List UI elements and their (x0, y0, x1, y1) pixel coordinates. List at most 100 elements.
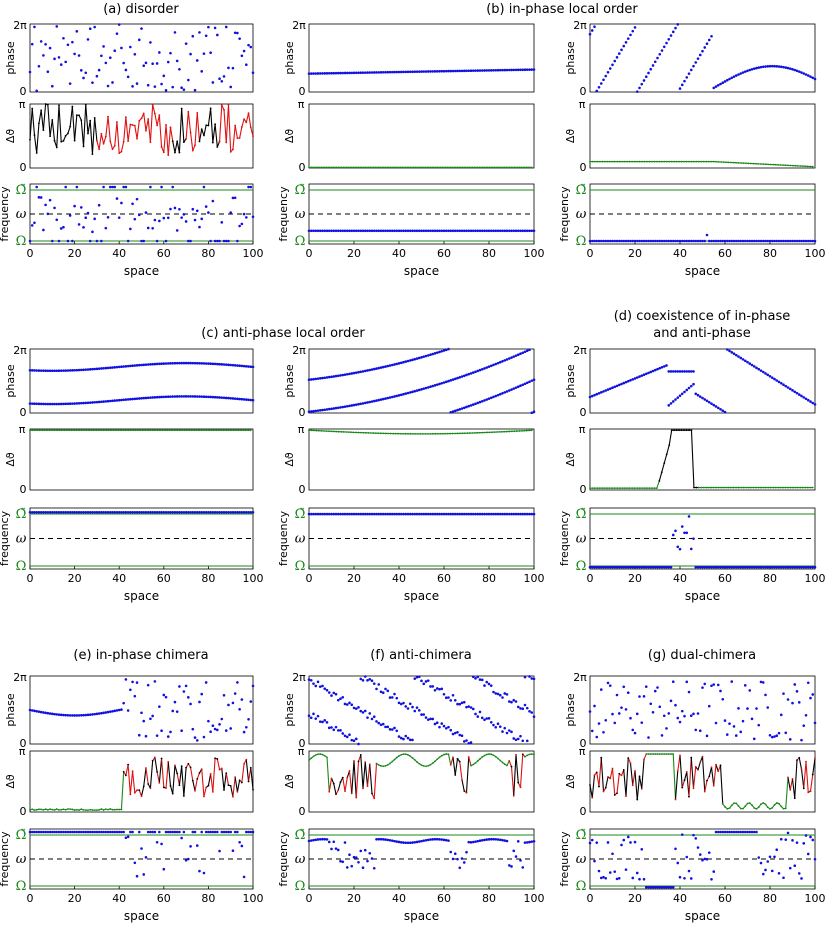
frequency-point (734, 239, 738, 243)
dtheta-line (158, 115, 163, 147)
freq-label: frequency (277, 831, 290, 887)
dtheta-line (328, 778, 333, 792)
dtheta-line-point (120, 808, 123, 811)
phase-point (348, 701, 351, 705)
phase-point (417, 388, 421, 392)
phase-point (510, 68, 513, 72)
dtheta-line (247, 767, 252, 782)
frequency-point (307, 512, 311, 516)
dtheta-line-point (245, 758, 248, 761)
phase-point (379, 366, 383, 369)
phase-point (384, 397, 387, 400)
dtheta-line-point (244, 429, 247, 432)
frequency-point (705, 857, 709, 861)
dtheta-line-point (352, 166, 355, 169)
panel-title-e: (e) in-phase chimera (73, 648, 208, 663)
frequency-point (180, 216, 183, 219)
dtheta-line-point (80, 429, 83, 432)
dtheta-line-point (434, 432, 437, 435)
phase-point (189, 361, 192, 365)
frequency-point (768, 855, 772, 859)
phase-point (406, 391, 410, 395)
dtheta-line-point (692, 787, 695, 790)
frequency-point (411, 229, 414, 233)
dtheta-line-point (449, 166, 451, 169)
phase-point (635, 90, 639, 93)
phase-point (420, 679, 423, 683)
dtheta-line-point (174, 151, 176, 154)
phase-point (144, 61, 148, 65)
phase-point (689, 370, 693, 373)
dtheta-line-point (676, 770, 679, 772)
frequency-point (752, 239, 756, 243)
frequency-point (169, 207, 172, 211)
freq-tick-Omega: Ω (16, 559, 27, 574)
dtheta-line-point (523, 166, 526, 169)
dtheta-line-point (252, 788, 254, 791)
frequency-point (131, 510, 134, 514)
phase-point (674, 370, 677, 373)
dtheta-line-point (51, 118, 54, 121)
dtheta-label: Δϑ (4, 452, 17, 467)
frequency-point (519, 229, 522, 233)
dtheta-line-point (183, 429, 186, 432)
phase-point (734, 353, 738, 357)
dtheta-line-point (673, 429, 676, 432)
phase-point (474, 712, 477, 716)
phase-point (151, 362, 154, 366)
dtheta-line-point (616, 487, 619, 490)
dtheta-line-point (174, 764, 176, 767)
phase-point (483, 684, 486, 687)
dtheta-line (656, 480, 660, 489)
dtheta-line-point (200, 768, 203, 770)
dtheta-line-point (136, 137, 138, 140)
dtheta-line-point (402, 432, 404, 435)
phase-point (631, 378, 635, 381)
phase-point (339, 374, 342, 377)
phase-point (476, 369, 480, 373)
x-tick-label: 100 (243, 247, 264, 260)
frequency-point (777, 239, 781, 243)
phase-point (307, 678, 311, 681)
frequency-point (122, 830, 125, 834)
frequency-point (635, 871, 639, 875)
dtheta-line-point (325, 166, 328, 169)
dtheta-line-point (777, 163, 779, 166)
phase-point (129, 45, 132, 49)
dtheta-line-point (497, 757, 499, 760)
frequency-point (66, 239, 70, 243)
frequency-point (209, 830, 212, 834)
dtheta-line (96, 140, 100, 150)
frequency-point (375, 229, 378, 233)
dtheta-line (185, 111, 189, 139)
frequency-point (730, 239, 734, 243)
frequency-point (624, 868, 628, 871)
dtheta-line-point (508, 759, 511, 762)
frequency-point (207, 830, 210, 834)
x-tick-label: 0 (27, 892, 34, 905)
frequency-point (137, 213, 141, 217)
phase-point (372, 682, 376, 685)
phase-point (126, 709, 130, 712)
phase-point (247, 365, 250, 368)
dtheta-line (636, 776, 641, 800)
dtheta-line-point (672, 753, 675, 755)
dtheta-line (344, 777, 348, 792)
frequency-point (617, 565, 621, 569)
dtheta-line-point (328, 790, 331, 793)
dtheta-line-point (663, 160, 666, 163)
phase-point (182, 690, 186, 693)
dtheta-line (216, 141, 221, 148)
phase-point (755, 366, 758, 370)
frequency-point (144, 211, 148, 214)
phase-point (721, 697, 725, 701)
phase-point (662, 45, 666, 49)
phase-point (314, 684, 318, 688)
frequency-point (719, 565, 722, 569)
frequency-point (202, 510, 206, 514)
frequency-point (35, 510, 38, 514)
frequency-point (507, 864, 511, 867)
phase-point (435, 721, 439, 724)
phase-point (198, 395, 201, 398)
